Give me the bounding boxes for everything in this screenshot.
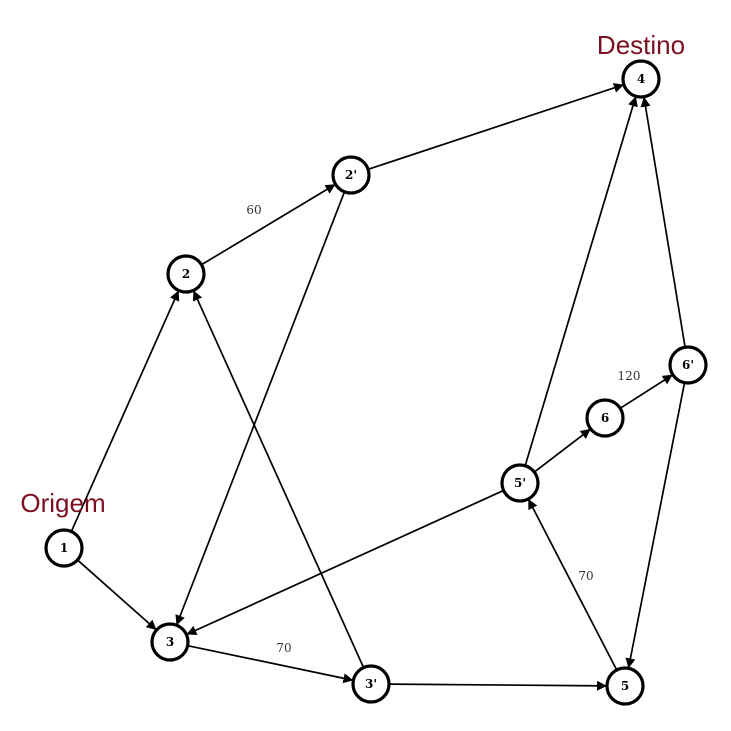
destination-label: Destino — [597, 30, 685, 60]
node-n1: 1 — [44, 528, 84, 568]
node-label: 4 — [637, 72, 645, 86]
node-label: 3 — [166, 635, 174, 649]
node-n4: 4 — [621, 59, 661, 99]
node-n2p: 2' — [331, 155, 371, 195]
edge-n5p-n4 — [524, 96, 638, 467]
edge-n1-n3 — [76, 559, 157, 631]
edge-weight-n5-n5p: 70 — [578, 569, 593, 583]
edge-n1-n2 — [70, 290, 180, 532]
edge-n3p-n2 — [192, 290, 365, 668]
edge-n6p-n5 — [625, 382, 686, 669]
edge-weights-layer: 60 70 70 120 — [246, 203, 640, 655]
node-n5: 5 — [605, 666, 645, 706]
edge-n6-n6p — [619, 374, 673, 410]
edge-n6p-n4 — [640, 96, 686, 348]
node-circle — [585, 398, 625, 438]
edge-n3-n3p — [187, 644, 354, 684]
node-n2: 2 — [166, 254, 206, 294]
edge-n2p-n3 — [175, 191, 346, 626]
edge-n5p-n3 — [186, 489, 504, 635]
node-circle — [621, 59, 661, 99]
edge-n5-n5p — [527, 498, 618, 671]
node-circle — [668, 345, 708, 385]
edge-n2-n2p — [200, 184, 336, 266]
edge-n2p-n4 — [367, 83, 624, 171]
edge-n3p-n5 — [388, 680, 608, 691]
edges-layer — [70, 83, 686, 691]
edge-weight-n6-n6p: 120 — [618, 369, 641, 383]
node-n5p: 5' — [500, 463, 540, 503]
origin-label: Origem — [20, 488, 105, 518]
node-label: 2' — [345, 168, 357, 182]
node-label: 3' — [365, 677, 377, 691]
node-label: 5 — [621, 679, 629, 693]
node-n6p: 6' — [668, 345, 708, 385]
node-circle — [605, 666, 645, 706]
node-label: 1 — [60, 541, 68, 555]
edge-weight-n3-n3p: 70 — [276, 641, 291, 655]
node-circle — [166, 254, 206, 294]
node-n3: 3 — [150, 622, 190, 662]
node-circle — [500, 463, 540, 503]
node-circle — [331, 155, 371, 195]
node-circle — [44, 528, 84, 568]
node-label: 6 — [601, 411, 609, 425]
nodes-layer: 1 2 2' 3 3' 4 5 5' 6 6' — [44, 59, 708, 706]
edge-weight-n2-n2p: 60 — [246, 203, 261, 217]
node-label: 5' — [514, 476, 526, 490]
node-circle — [150, 622, 190, 662]
node-n3p: 3' — [351, 664, 391, 704]
edge-n5p-n6 — [533, 428, 591, 473]
node-n6: 6 — [585, 398, 625, 438]
node-label: 6' — [682, 358, 694, 372]
node-label: 2 — [182, 267, 190, 281]
node-circle — [351, 664, 391, 704]
